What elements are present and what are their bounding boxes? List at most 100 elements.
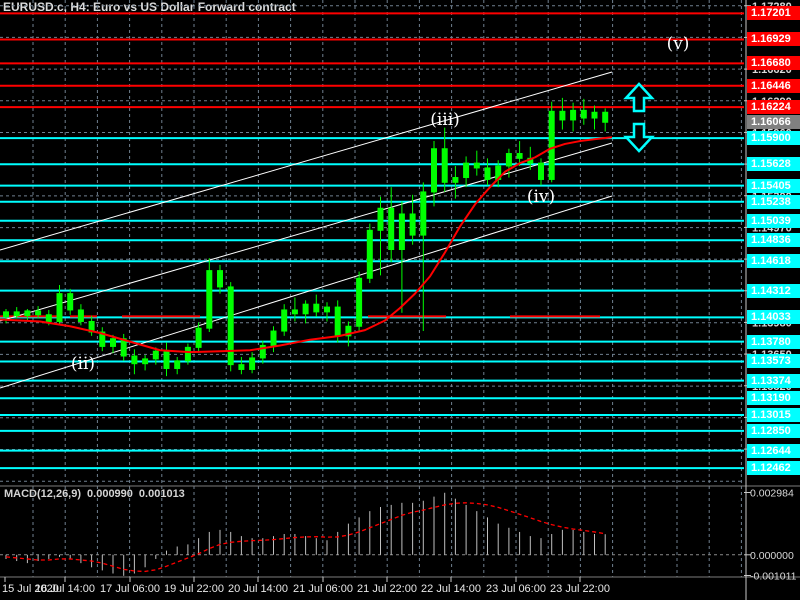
time-axis-label: 17 Jul 06:00 — [100, 583, 160, 595]
candle — [366, 229, 373, 279]
macd-indicator-label: MACD(12,26,9) 0.000990 0.001013 — [4, 488, 191, 500]
candle — [195, 327, 202, 348]
candle — [259, 344, 266, 359]
candle — [110, 338, 116, 347]
price-label-support: 1.13573 — [747, 354, 800, 368]
price-label-resistance: 1.16680 — [747, 56, 800, 70]
candle — [45, 314, 52, 322]
time-axis-label: 23 Jul 06:00 — [486, 583, 546, 595]
price-label-resistance: 1.16929 — [747, 32, 800, 46]
trend-line — [0, 71, 613, 251]
candle — [580, 109, 587, 119]
candle — [67, 293, 74, 311]
candle — [281, 309, 288, 332]
price-label-support: 1.13780 — [747, 335, 800, 349]
macd-signal-value: 0.001013 — [138, 488, 185, 500]
up-arrow-icon[interactable] — [623, 82, 655, 113]
candle — [484, 167, 491, 180]
chart-title: EURUSD.c, H4: Euro vs US Dollar Forward … — [3, 0, 296, 14]
time-axis-label: 21 Jul 06:00 — [293, 583, 353, 595]
candle — [324, 306, 330, 313]
candle — [345, 325, 352, 337]
price-label-support: 1.13374 — [747, 374, 800, 388]
price-label-support: 1.14836 — [747, 233, 800, 247]
candle — [377, 207, 384, 231]
trend-line — [0, 142, 613, 322]
wave-label[interactable]: (iv) — [526, 187, 556, 207]
candle — [174, 360, 181, 369]
macd-main-value: 0.000990 — [87, 488, 133, 500]
candle — [99, 331, 106, 347]
candle — [559, 110, 566, 121]
support-resistance-lines[interactable] — [0, 12, 744, 470]
candle — [270, 330, 277, 346]
candle — [184, 346, 191, 362]
wave-label[interactable]: (v) — [666, 34, 690, 54]
macd-tick-label: 0.000000 — [750, 550, 794, 562]
time-axis-label: 20 Jul 14:00 — [228, 583, 288, 595]
candle — [3, 311, 9, 318]
candle — [570, 109, 577, 121]
candle — [227, 286, 234, 366]
candle — [302, 303, 309, 315]
price-label-resistance: 1.16224 — [747, 100, 800, 114]
trend-line — [0, 195, 613, 389]
candle — [516, 153, 523, 159]
current-price-label: 1.16066 — [747, 115, 800, 129]
trend-channel-lines[interactable] — [0, 71, 613, 389]
candle — [313, 303, 320, 313]
wave-label[interactable]: (ii) — [70, 354, 96, 374]
candle — [56, 293, 63, 322]
macd-panel — [5, 492, 606, 576]
wave-label[interactable]: (iii) — [430, 110, 460, 130]
candle — [441, 148, 448, 183]
price-label-support: 1.12850 — [747, 424, 800, 438]
price-label-resistance: 1.16446 — [747, 79, 800, 93]
candle — [35, 310, 42, 316]
signal-arrows[interactable] — [623, 82, 655, 153]
candle — [217, 270, 223, 288]
candle — [152, 350, 159, 360]
candle — [463, 162, 470, 179]
moving-average-line — [0, 136, 613, 354]
candle — [120, 338, 127, 357]
time-axis-label: 15 Jul 2020 — [2, 583, 59, 595]
price-label-support: 1.14312 — [747, 284, 800, 298]
time-axis-label: 21 Jul 22:00 — [357, 583, 417, 595]
candle — [505, 153, 512, 167]
time-axis[interactable] — [4, 577, 581, 582]
price-label-support: 1.14033 — [747, 310, 800, 324]
candle — [452, 177, 459, 183]
candle — [409, 213, 416, 236]
time-axis-label: 23 Jul 22:00 — [550, 583, 610, 595]
macd-tick-label: 0.002984 — [750, 488, 794, 500]
candle — [398, 213, 405, 250]
time-axis-label: 19 Jul 22:00 — [164, 583, 224, 595]
price-label-support: 1.15628 — [747, 157, 800, 171]
candle — [77, 309, 84, 322]
price-label-support: 1.12644 — [747, 444, 800, 458]
candle — [249, 357, 256, 370]
time-axis-label: 16 Jul 14:00 — [35, 583, 95, 595]
price-label-support: 1.13190 — [747, 391, 800, 405]
candle — [431, 148, 437, 193]
price-label-support: 1.15405 — [747, 179, 800, 193]
candle — [142, 358, 149, 365]
price-label-support: 1.12462 — [747, 461, 800, 475]
down-arrow-icon[interactable] — [623, 122, 655, 153]
candle — [206, 270, 213, 329]
candle — [473, 162, 480, 169]
candle — [131, 355, 138, 365]
grid-lines — [0, 0, 744, 577]
candle — [548, 110, 555, 180]
candle — [291, 309, 298, 315]
price-label-support: 1.13015 — [747, 408, 800, 422]
price-label-support: 1.15039 — [747, 214, 800, 228]
candle — [238, 364, 245, 370]
macd-signal-line — [5, 502, 606, 573]
macd-axis[interactable]: 0.002984 0.000000 -0.001011 — [744, 488, 797, 583]
